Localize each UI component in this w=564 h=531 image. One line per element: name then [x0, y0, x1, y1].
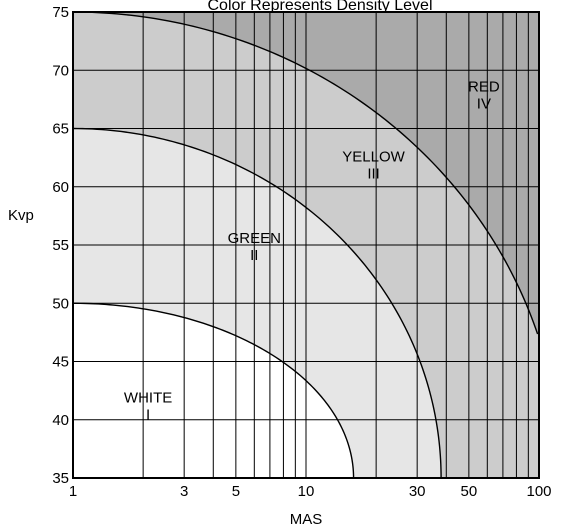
y-tick-label: 70 — [52, 62, 69, 79]
boundary-curve-2 — [72, 127, 442, 479]
y-tick-label: 50 — [52, 295, 69, 312]
y-axis-title: Kvp — [8, 207, 34, 224]
x-tick-label: 5 — [232, 483, 240, 500]
chart-title: Color Represents Density Level — [208, 0, 433, 14]
x-axis-ticks: 1 3 5 10 30 50 100 — [69, 483, 552, 500]
boundary-curve-3 — [72, 11, 539, 335]
gridlines — [72, 11, 540, 479]
region-level: III — [367, 165, 380, 182]
x-tick-label: 10 — [298, 483, 315, 500]
y-tick-label: 60 — [52, 179, 69, 196]
region-color-name: RED — [468, 78, 500, 95]
x-axis-title: MAS — [290, 511, 323, 528]
y-tick-label: 35 — [52, 470, 69, 487]
y-axis-ticks: 35 40 45 50 55 60 65 70 75 — [52, 4, 69, 487]
region-level: IV — [477, 95, 491, 112]
region-level: II — [250, 247, 258, 264]
x-tick-label: 50 — [461, 483, 478, 500]
region-color-name: YELLOW — [342, 148, 405, 165]
x-tick-label: 30 — [409, 483, 426, 500]
region-color-name: GREEN — [228, 230, 281, 247]
x-tick-label: 3 — [180, 483, 188, 500]
y-tick-label: 40 — [52, 412, 69, 429]
x-tick-label: 100 — [526, 483, 551, 500]
density-boundaries — [72, 11, 539, 479]
y-tick-label: 45 — [52, 354, 69, 371]
plot-frame — [72, 11, 540, 479]
y-tick-label: 65 — [52, 121, 69, 138]
region-level: I — [146, 406, 150, 423]
region-color-name: WHITE — [124, 389, 172, 406]
x-tick-label: 1 — [69, 483, 77, 500]
y-tick-label: 75 — [52, 4, 69, 21]
boundary-curve-1 — [72, 302, 355, 479]
y-tick-label: 55 — [52, 237, 69, 254]
